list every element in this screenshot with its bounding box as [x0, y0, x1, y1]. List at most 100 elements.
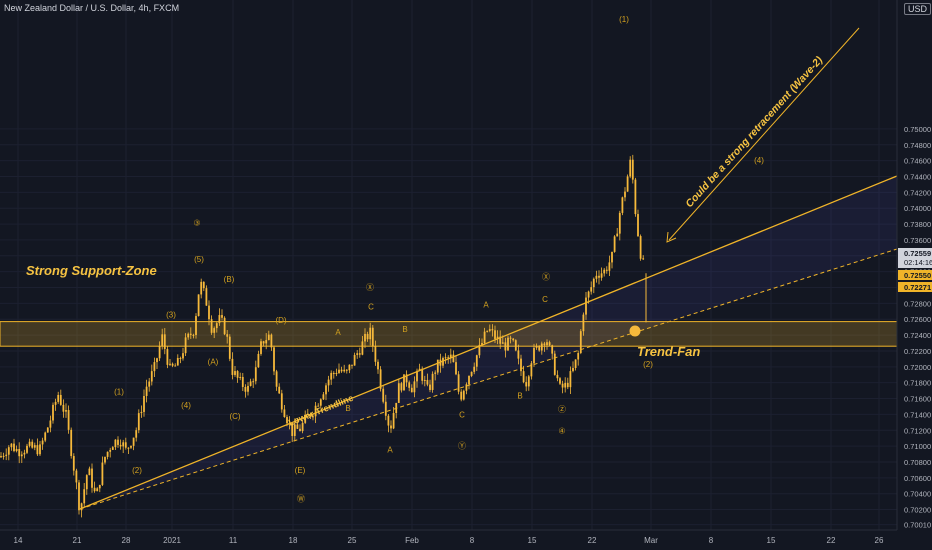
candle-body [304, 414, 307, 423]
candle-body [85, 475, 88, 490]
candle-body [517, 350, 520, 359]
candle-body [166, 349, 169, 365]
time-tick-label: 2021 [163, 536, 181, 545]
candle-body [150, 371, 153, 382]
time-tick-label: 26 [875, 536, 884, 545]
candle-body [642, 258, 645, 260]
candle-body [400, 383, 403, 391]
wave-label: (4) [181, 401, 191, 410]
candle-body [163, 334, 166, 350]
candle-body [546, 342, 548, 346]
candle-body [470, 371, 473, 376]
candle-body [119, 444, 122, 447]
wave-label: A [387, 445, 393, 454]
candle-body [109, 449, 112, 452]
candle-body [564, 382, 567, 388]
candle-body [117, 439, 119, 445]
candle-body [603, 269, 606, 274]
candle-body [280, 393, 283, 410]
candle-body [319, 399, 322, 406]
candle-body [442, 357, 444, 366]
wave-label: Ⓩ [558, 405, 566, 414]
candle-body [218, 315, 221, 324]
candle-body [228, 336, 231, 359]
wave-label: ④ [558, 426, 565, 435]
candle-body [514, 340, 517, 351]
candle-body [179, 357, 182, 359]
price-tick-label: 0.70800 [904, 458, 931, 467]
candle-body [182, 353, 184, 359]
candle-body [67, 410, 70, 430]
candle-body [200, 281, 203, 295]
time-tick-label: 18 [289, 536, 298, 545]
candle-body [187, 333, 190, 338]
candle-body [283, 409, 286, 418]
candle-body [0, 456, 2, 458]
candle-body [114, 439, 117, 448]
candle-body [637, 214, 639, 237]
candle-body [426, 380, 429, 385]
candles [0, 154, 647, 518]
candle-body [361, 341, 364, 355]
candle-body [106, 451, 109, 457]
wave-label: C [368, 303, 374, 312]
candle-body [501, 342, 504, 344]
wave-label: (2) [643, 360, 653, 369]
candle-body [52, 404, 54, 421]
candle-body [101, 462, 104, 485]
price-tick-label: 0.74000 [904, 204, 931, 213]
currency-badge[interactable]: USD [904, 3, 932, 15]
candle-body [322, 394, 325, 400]
wave-label: Ⓧ [542, 273, 550, 282]
candle-body [436, 359, 439, 373]
candle-body [143, 396, 145, 412]
candle-body [132, 437, 135, 446]
time-tick-label: Mar [644, 536, 658, 545]
candle-body [455, 362, 457, 375]
wave-label: (1) [114, 388, 124, 397]
candle-body [39, 444, 41, 455]
candle-body [57, 394, 60, 402]
candle-body [301, 422, 304, 432]
time-tick-label: 8 [709, 536, 714, 545]
retracement-arrow [668, 27, 860, 241]
price-tick-label: 0.73800 [904, 220, 931, 229]
candle-body [457, 374, 460, 392]
wave-label: (3) [166, 311, 176, 320]
last-price-badge-label: 0.72559 [904, 249, 931, 258]
retracement-arrow-head [666, 231, 677, 243]
candle-body [605, 269, 608, 271]
candle-body [379, 369, 382, 389]
candle-body [317, 405, 320, 407]
candle-body [473, 366, 476, 372]
candle-body [332, 372, 335, 374]
time-tick-label: 14 [14, 536, 23, 545]
wave-label: ③ [193, 219, 200, 228]
candle-body [431, 373, 434, 390]
wave-label: (E) [295, 466, 306, 475]
candle-body [257, 353, 260, 368]
time-tick-label: 25 [348, 536, 357, 545]
candle-body [171, 363, 174, 366]
price-tick-label: 0.74400 [904, 172, 931, 181]
candle-body [338, 369, 340, 374]
wave-label: C [542, 295, 548, 304]
candle-body [496, 336, 499, 339]
wave-label: A [483, 300, 489, 309]
candle-body [566, 382, 569, 388]
candle-body [148, 381, 151, 387]
trend-fan-line [79, 248, 898, 510]
candle-body [31, 441, 34, 448]
lower-trendline [79, 175, 898, 510]
candle-body [2, 455, 5, 457]
candle-body [351, 364, 353, 366]
candle-body [59, 394, 62, 405]
candle-body [572, 368, 574, 372]
time-tick-label: Feb [405, 536, 419, 545]
candle-body [618, 212, 621, 234]
candle-body [364, 333, 366, 342]
candle-body [608, 262, 611, 271]
wave-label: B [345, 404, 350, 413]
